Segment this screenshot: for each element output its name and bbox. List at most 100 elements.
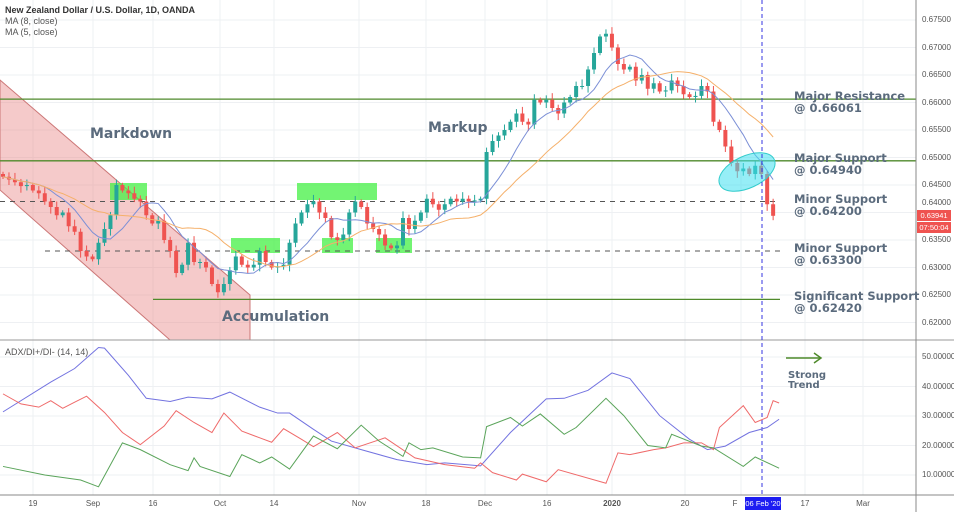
price-tick: 0.63500	[922, 235, 951, 244]
candle-down	[371, 223, 376, 229]
time-tick: 18	[421, 499, 431, 508]
candle-up	[227, 270, 232, 284]
candle-up	[257, 251, 262, 265]
candle-up	[532, 99, 537, 125]
candle-down	[729, 146, 734, 163]
highlight-ellipse	[718, 152, 776, 192]
time-tick: Mar	[856, 499, 870, 508]
candle-down	[192, 242, 197, 262]
candle-up	[156, 220, 161, 224]
price-tick: 0.62500	[922, 290, 951, 299]
candle-up	[221, 284, 226, 293]
level-label: Major Resistance @ 0.66061	[794, 90, 905, 114]
candle-down	[245, 264, 250, 268]
level-label: Minor Support @ 0.64200	[794, 193, 887, 217]
candle-down	[406, 218, 411, 229]
candle-down	[269, 262, 274, 268]
candle-up	[281, 264, 286, 267]
candle-up	[299, 212, 304, 224]
candle-down	[329, 218, 334, 238]
candle-up	[562, 102, 567, 114]
candle-down	[383, 234, 388, 246]
candle-down	[520, 113, 525, 122]
candle-up	[311, 201, 316, 205]
candle-up	[186, 242, 191, 265]
countdown-tag: 07:50:04	[917, 222, 951, 233]
adx-tick: 20.00000	[922, 440, 954, 450]
candle-up	[651, 83, 656, 89]
candle-up	[424, 198, 429, 213]
candle-down	[239, 256, 244, 265]
candle-down	[162, 220, 167, 240]
candle-down	[687, 94, 692, 97]
adx-tick: 10.00000	[922, 470, 954, 479]
candle-up	[508, 121, 513, 130]
candle-up	[114, 185, 119, 216]
markdown-label: Markdown	[90, 126, 173, 142]
level-name: Major Resistance	[794, 89, 906, 104]
chart-legend: New Zealand Dollar / U.S. Dollar, 1D, OA…	[5, 5, 195, 38]
time-tick: Oct	[213, 499, 227, 508]
time-tick: Nov	[351, 499, 367, 508]
trend-text: Trend	[788, 380, 820, 391]
candle-down	[711, 91, 716, 122]
candle-down	[54, 207, 59, 216]
ma-5-line	[2, 71, 774, 268]
time-tick: 20	[680, 499, 690, 508]
crosshair-date-tag: 06 Feb '20	[745, 497, 781, 510]
candle-down	[78, 231, 83, 251]
candle-up	[305, 204, 310, 213]
candle-down	[90, 256, 95, 260]
candle-down	[723, 130, 728, 147]
series-adx-line	[2, 347, 780, 467]
candle-down	[705, 86, 710, 92]
price-tick: 0.64500	[922, 180, 951, 189]
candle-down	[66, 212, 71, 227]
candle-up	[663, 90, 668, 92]
series-diplus-line	[2, 397, 780, 488]
candle-up	[442, 204, 447, 210]
time-tick: Sep	[85, 499, 101, 508]
consolidation-zone	[297, 183, 377, 200]
candle-up	[598, 36, 602, 53]
level-name: Minor Support	[794, 241, 888, 255]
candle-up	[418, 212, 423, 221]
candle-down	[377, 229, 382, 235]
candle-down	[466, 198, 471, 202]
candle-down	[771, 204, 776, 216]
candle-up	[514, 113, 519, 122]
candle-down	[765, 174, 770, 205]
series-diminus-line	[2, 393, 780, 484]
level-label: Significant Support @ 0.62420	[794, 290, 919, 314]
time-tick: 16	[542, 499, 552, 508]
candle-up	[287, 242, 292, 265]
price-tick: 0.66000	[922, 97, 951, 107]
current-price-tag: 0.63941	[917, 210, 951, 221]
candle-down	[675, 80, 680, 86]
candle-down	[1, 174, 5, 177]
candle-down	[609, 33, 614, 48]
price-tick: 0.64000	[922, 198, 951, 207]
candle-up	[478, 198, 483, 201]
level-label: Minor Support @ 0.63300	[794, 242, 887, 266]
candle-down	[48, 201, 53, 207]
level-value: @ 0.64200	[794, 203, 862, 218]
candle-up	[544, 99, 549, 103]
time-tick: 2020	[603, 499, 621, 508]
price-tick: 0.63000	[922, 262, 951, 272]
candle-down	[42, 193, 47, 202]
candle-up	[448, 198, 453, 205]
candle-down	[526, 121, 531, 125]
candle-up	[699, 86, 704, 96]
price-tick: 0.65000	[922, 152, 951, 162]
candle-up	[395, 245, 400, 249]
strong-text: Strong	[788, 370, 827, 381]
candle-up	[198, 262, 203, 263]
level-name: Minor Support	[794, 191, 888, 206]
time-tick: 16	[148, 499, 158, 508]
candle-up	[60, 212, 65, 216]
candle-down	[389, 245, 394, 249]
candle-up	[233, 256, 238, 271]
time-tick: F	[732, 499, 738, 508]
